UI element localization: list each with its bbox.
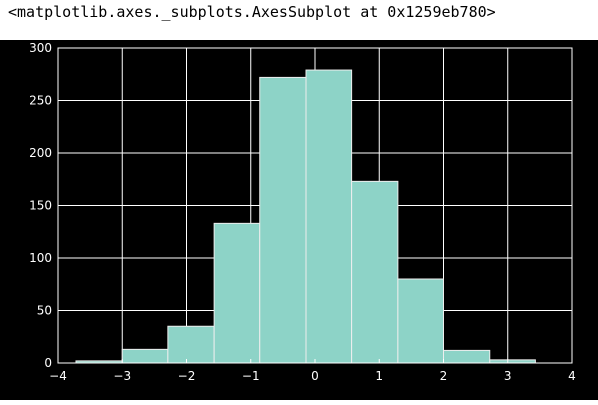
x-tick-label: −2 xyxy=(178,369,196,383)
histogram-bar xyxy=(213,222,261,364)
x-tick-label: −1 xyxy=(242,369,260,383)
x-tick-label: 2 xyxy=(440,369,448,383)
axis-ticks: −4 −3 −2 −1 0 1 2 3 4 0 50 100 150 200 250 300 xyxy=(29,41,576,383)
cell-output-repr: <matplotlib.axes._subplots.AxesSubplot a… xyxy=(8,3,496,21)
histogram-bar xyxy=(443,349,491,364)
y-tick-label: 0 xyxy=(44,356,52,370)
x-tick-label: −4 xyxy=(49,369,67,383)
histogram-bars xyxy=(75,69,536,364)
y-tick-label: 50 xyxy=(37,304,52,318)
x-tick-label: 3 xyxy=(504,369,512,383)
histogram-bar xyxy=(397,278,445,364)
histogram-bar xyxy=(351,180,399,364)
y-tick-label: 200 xyxy=(29,146,52,160)
y-tick-label: 300 xyxy=(29,41,52,55)
x-tick-label: −3 xyxy=(113,369,131,383)
x-tick-label: 4 xyxy=(568,369,576,383)
x-tick-label: 0 xyxy=(311,369,319,383)
y-tick-label: 250 xyxy=(29,94,52,108)
histogram-bar xyxy=(121,348,169,364)
histogram-bar xyxy=(305,69,353,364)
y-tick-label: 100 xyxy=(29,251,52,265)
histogram-bar xyxy=(259,76,307,364)
x-tick-label: 1 xyxy=(375,369,383,383)
y-tick-label: 150 xyxy=(29,199,52,213)
histogram-figure: −4 −3 −2 −1 0 1 2 3 4 0 50 100 150 200 250 300 xyxy=(0,40,598,400)
histogram-chart: −4 −3 −2 −1 0 1 2 3 4 0 50 100 150 200 250 300 xyxy=(0,40,598,400)
histogram-bar xyxy=(167,325,215,364)
